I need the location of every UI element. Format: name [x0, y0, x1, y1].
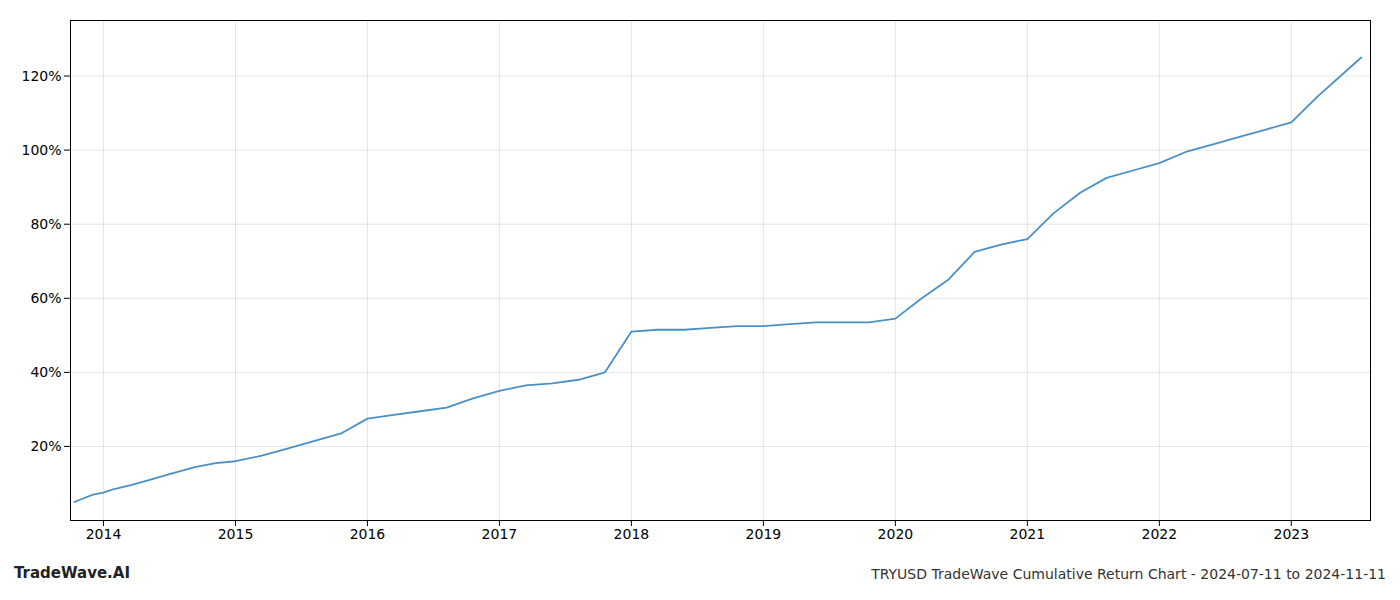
svg-text:80%: 80%: [30, 216, 61, 232]
svg-text:2023: 2023: [1273, 526, 1309, 542]
svg-text:2019: 2019: [746, 526, 782, 542]
svg-text:40%: 40%: [30, 364, 61, 380]
html-text:TRYUSD TradeWave Cumulative Re: TRYUSD TradeWave Cumulative Return Chart…: [871, 566, 1386, 582]
svg-text:120%: 120%: [21, 68, 61, 84]
svg-text:20%: 20%: [30, 438, 61, 454]
svg-text:2020: 2020: [878, 526, 914, 542]
html-text:TradeWave.AI: TradeWave.AI: [14, 564, 130, 582]
svg-text:60%: 60%: [30, 290, 61, 306]
svg-text:2017: 2017: [482, 526, 518, 542]
svg-text:2015: 2015: [218, 526, 254, 542]
svg-text:2022: 2022: [1142, 526, 1178, 542]
svg-text:2014: 2014: [86, 526, 122, 542]
svg-text:100%: 100%: [21, 142, 61, 158]
svg-text:2018: 2018: [614, 526, 650, 542]
svg-text:2021: 2021: [1010, 526, 1046, 542]
svg-text:2016: 2016: [350, 526, 386, 542]
